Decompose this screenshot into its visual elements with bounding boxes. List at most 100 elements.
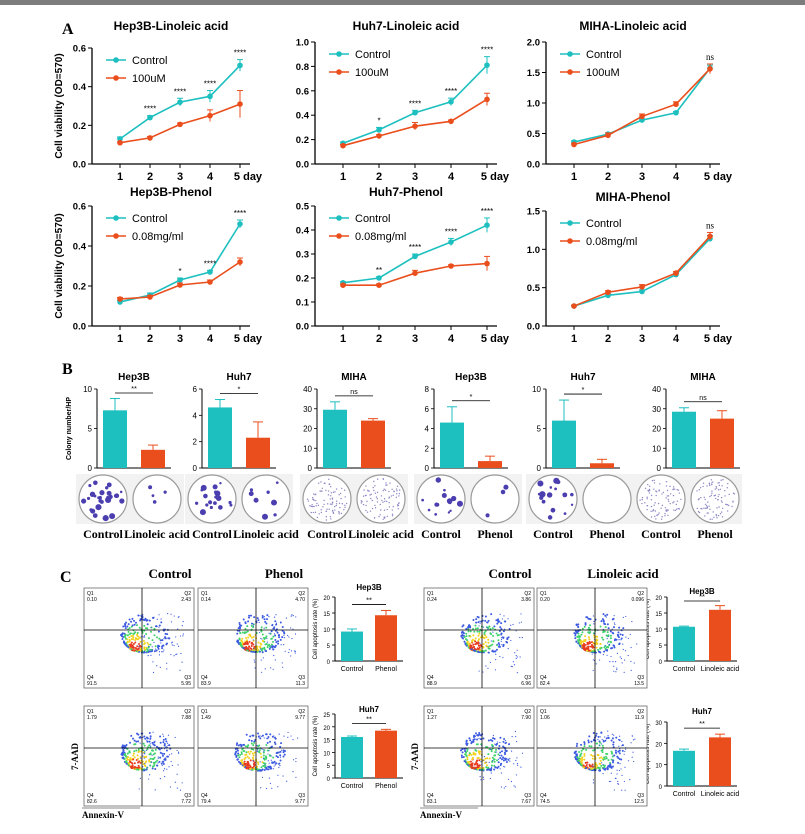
flow-event xyxy=(482,768,485,771)
flow-event xyxy=(478,625,480,627)
flow-event xyxy=(250,636,253,639)
flow-event xyxy=(613,734,615,736)
legend-marker xyxy=(567,238,573,244)
flow-event xyxy=(166,642,169,645)
data-point xyxy=(571,303,577,309)
colony-dot xyxy=(329,498,331,500)
x-tick-label: Control xyxy=(341,783,364,790)
flow-event xyxy=(602,767,605,770)
flow-event xyxy=(468,624,471,627)
flow-event xyxy=(478,769,481,771)
flow-event xyxy=(130,620,133,623)
flow-event xyxy=(476,738,479,741)
data-point xyxy=(376,133,382,139)
quadrant-q3-value: 6.96 xyxy=(521,681,531,687)
flow-event xyxy=(236,742,239,745)
flow-event xyxy=(244,627,247,630)
flow-event xyxy=(611,631,614,634)
quadrant-q1-value: 0.10 xyxy=(87,597,97,603)
flow-event xyxy=(583,742,586,745)
flow-event xyxy=(258,749,261,752)
flow-event xyxy=(157,647,160,650)
quadrant-q3-label: Q3 xyxy=(524,793,531,799)
flow-event xyxy=(132,752,135,755)
significance-mark: **** xyxy=(409,99,421,108)
x-tick-label: 4 xyxy=(673,333,680,345)
flow-event xyxy=(150,630,153,633)
legend-label: 0.08mg/ml xyxy=(586,236,637,248)
flow-event xyxy=(264,620,267,623)
flow-event xyxy=(601,618,604,621)
flow-event xyxy=(589,642,592,645)
flow-event xyxy=(265,622,268,625)
flow-event xyxy=(275,641,278,644)
y-axis-label: Cell apoptosis rate (%) xyxy=(313,599,319,660)
flow-event xyxy=(500,772,503,774)
quadrant-q4-label: Q4 xyxy=(201,675,208,681)
y-tick-label: 20 xyxy=(655,596,662,602)
y-tick-label: 4 xyxy=(425,425,430,434)
flow-event xyxy=(470,648,473,651)
flow-event xyxy=(146,737,149,740)
flow-event xyxy=(164,746,166,748)
flow-event xyxy=(244,762,247,765)
flow-event xyxy=(273,741,276,744)
flow-event xyxy=(593,623,595,625)
flow-event xyxy=(139,735,141,738)
colony-dot xyxy=(327,494,330,496)
flow-event xyxy=(590,767,593,770)
flow-event xyxy=(259,642,262,645)
flow-plot-frame xyxy=(83,705,195,807)
colony-dot xyxy=(388,506,391,508)
flow-event xyxy=(250,624,253,627)
flow-event xyxy=(492,737,495,740)
flow-event xyxy=(127,623,130,626)
colony-dot xyxy=(667,495,670,497)
colony-dot xyxy=(653,488,655,490)
flow-event xyxy=(514,730,517,733)
colony-dot xyxy=(105,486,109,490)
flow-event xyxy=(494,650,497,653)
significance-mark: **** xyxy=(481,207,493,216)
flow-event xyxy=(473,630,476,633)
colony-dot xyxy=(332,491,335,493)
flow-event xyxy=(290,650,293,652)
flow-event xyxy=(253,648,255,650)
flow-event xyxy=(485,746,488,749)
flow-event xyxy=(500,638,503,640)
colony-dot xyxy=(119,490,123,494)
flow-event xyxy=(493,737,496,740)
flow-event xyxy=(616,652,619,655)
flow-cytometry-plots: Control Phenol Control Linoleic acidQ10.10Q… xyxy=(70,566,659,820)
colony-dot xyxy=(373,480,375,483)
flow-event xyxy=(474,649,477,652)
flow-event xyxy=(611,628,613,630)
bar-1 xyxy=(375,730,397,778)
flow-event xyxy=(278,733,280,735)
flow-event xyxy=(492,649,494,651)
colony-dot xyxy=(696,507,698,510)
colony-dot xyxy=(397,502,400,504)
flow-event xyxy=(577,623,580,626)
flow-event xyxy=(631,620,633,623)
flow-event xyxy=(263,762,266,765)
flow-event xyxy=(477,650,480,653)
colony-dot xyxy=(707,501,709,503)
flow-event xyxy=(629,779,631,781)
flow-event xyxy=(497,642,500,645)
flow-event xyxy=(261,640,264,643)
data-point xyxy=(605,289,611,296)
flow-event xyxy=(498,629,501,632)
colony-dot xyxy=(318,513,320,515)
flow-event xyxy=(620,639,622,641)
flow-event xyxy=(292,738,294,741)
flow-event xyxy=(587,645,590,648)
flow-event xyxy=(465,635,468,638)
colony-dot xyxy=(381,499,383,502)
flow-event xyxy=(472,627,475,630)
quadrant-q1-value: 0.20 xyxy=(540,597,550,603)
flow-event xyxy=(269,782,272,785)
flow-event xyxy=(250,650,253,653)
significance-mark: **** xyxy=(234,49,246,58)
